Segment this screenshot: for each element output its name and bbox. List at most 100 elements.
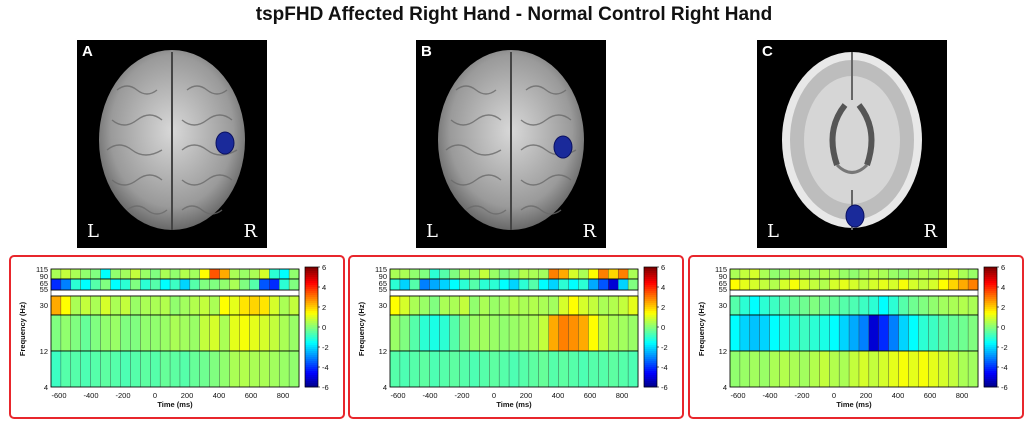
brain-top-view-a <box>99 50 245 230</box>
tf-plot-panel-a: 4 12 30 55 65 90 115 -600 -400 -200 0 200 400 600 800 T… <box>9 255 345 419</box>
heatmap-cell <box>50 314 62 352</box>
heatmap-cell <box>608 278 619 291</box>
heatmap-cell <box>779 350 790 388</box>
heatmap-cell <box>838 295 850 316</box>
heatmap-cell <box>130 314 141 352</box>
heatmap-cell <box>918 314 929 352</box>
heatmap-cell <box>110 314 121 352</box>
heatmap-cell <box>608 314 619 352</box>
heatmap-cell <box>779 268 790 280</box>
heatmap-cell <box>588 314 599 352</box>
heatmap-cell <box>928 278 939 291</box>
colorbar-tick-label: -2 <box>661 343 668 352</box>
heatmap-cell <box>578 314 589 352</box>
heatmap-cell <box>809 314 820 352</box>
heatmap-cell <box>419 295 431 316</box>
brain-panel-c: C L R <box>757 40 947 248</box>
colorbar-tick-label: 6 <box>661 263 665 272</box>
heatmap-cell <box>598 268 609 280</box>
heatmap-cell <box>799 295 810 316</box>
heatmap-cell <box>508 350 520 388</box>
heatmap-cell <box>219 268 230 280</box>
heatmap-cell <box>439 268 450 280</box>
heatmap-cell <box>239 295 250 316</box>
heatmap-cell <box>868 295 880 316</box>
heatmap-cell <box>888 350 900 388</box>
heatmap-cell <box>278 350 290 388</box>
heatmap-cell <box>239 268 250 280</box>
heatmap-cell <box>399 295 411 316</box>
heatmap-cell <box>759 350 771 388</box>
heatmap-cell <box>130 278 141 291</box>
heatmap-cell <box>409 268 421 280</box>
heatmap-cell <box>50 295 62 316</box>
heatmap-cell <box>288 314 300 352</box>
colorbar-tick-label: -2 <box>322 343 329 352</box>
heatmap-cell <box>789 350 800 388</box>
heatmap-cell <box>419 268 431 280</box>
heatmap-cell <box>399 350 411 388</box>
heatmap-cell <box>617 350 629 388</box>
x-tick-label: -200 <box>115 391 130 400</box>
heatmap-cell <box>598 278 609 291</box>
heatmap-cell <box>967 295 979 316</box>
x-tick-label: 200 <box>181 391 194 400</box>
heatmap-cell <box>110 295 121 316</box>
heatmap-cell <box>878 314 890 352</box>
colorbar-tick-label: 2 <box>322 303 326 312</box>
heatmap-cell <box>278 268 290 280</box>
heatmap-cell <box>199 350 211 388</box>
heatmap-cell <box>259 278 270 291</box>
heatmap-cell <box>459 295 470 316</box>
x-tick-label: -200 <box>454 391 469 400</box>
x-tick-label: 600 <box>584 391 597 400</box>
heatmap-cell <box>928 268 939 280</box>
x-tick-label: -600 <box>390 391 405 400</box>
heatmap-cell <box>439 314 450 352</box>
x-tick-label: 200 <box>860 391 873 400</box>
heatmap-cell <box>799 268 810 280</box>
heatmap-cell <box>150 278 161 291</box>
heatmap-cell <box>189 350 201 388</box>
heatmap-cell <box>60 314 72 352</box>
heatmap-cell <box>627 295 639 316</box>
source-blob-b <box>553 135 573 159</box>
heatmap-cell <box>199 295 211 316</box>
heatmap-cell <box>799 314 810 352</box>
heatmap-cell <box>848 350 860 388</box>
heatmap-cell <box>568 278 579 291</box>
heatmap-cell <box>809 350 820 388</box>
y-tick-label: 30 <box>40 301 48 310</box>
heatmap-cell <box>100 314 111 352</box>
heatmap-cell <box>449 350 460 388</box>
heatmap-cell <box>878 350 890 388</box>
heatmap-cell <box>249 314 260 352</box>
heatmap-cell <box>120 278 131 291</box>
heatmap-cell <box>598 314 609 352</box>
heatmap-cell <box>568 350 579 388</box>
heatmap-cell <box>179 350 191 388</box>
heatmap-cell <box>209 314 221 352</box>
heatmap-cell <box>829 295 840 316</box>
heatmap-cell <box>90 350 101 388</box>
heatmap-cell <box>508 268 520 280</box>
heatmap-cell <box>868 268 880 280</box>
heatmap-cell <box>769 314 780 352</box>
heatmap-cell <box>749 268 761 280</box>
heatmap-cell <box>729 314 741 352</box>
heatmap-cell <box>259 314 270 352</box>
heatmap-cell <box>110 278 121 291</box>
heatmap-cell <box>100 350 111 388</box>
heatmap-cell <box>50 268 62 280</box>
brain-panel-a: A L R <box>77 40 267 248</box>
heatmap-cell <box>617 314 629 352</box>
heatmap-cell <box>819 350 830 388</box>
heatmap-cell <box>948 268 959 280</box>
y-tick-label: 90 <box>719 272 727 281</box>
heatmap-cell <box>239 314 250 352</box>
heatmap-cell <box>967 268 979 280</box>
heatmap-cell <box>957 278 969 291</box>
heatmap-cell <box>918 295 929 316</box>
heatmap-cell <box>627 314 639 352</box>
heatmap-cell <box>80 268 92 280</box>
